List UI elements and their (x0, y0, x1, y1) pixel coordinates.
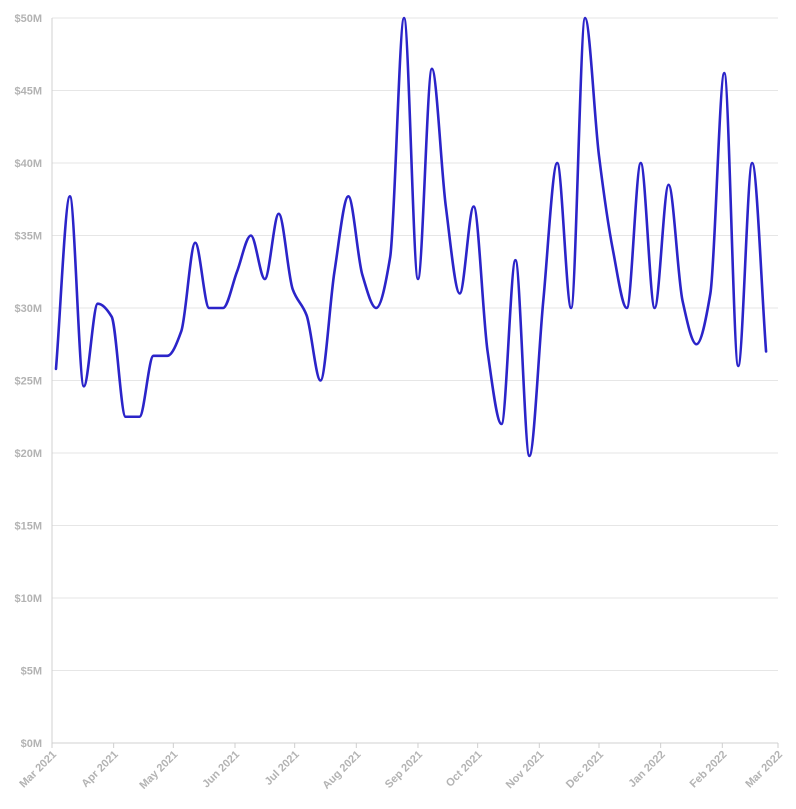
x-tick-label: Jun 2021 (200, 749, 242, 791)
data-point (67, 193, 73, 199)
data-point (596, 153, 602, 159)
data-point (568, 305, 574, 311)
data-point (499, 421, 505, 427)
data-point (150, 353, 156, 359)
data-point (624, 305, 630, 311)
grid-lines (52, 17, 778, 744)
x-tick-label: Aug 2021 (320, 749, 363, 792)
y-tick-label: $45M (14, 86, 42, 98)
data-point (387, 254, 393, 260)
data-point (401, 15, 407, 21)
y-tick-label: $5M (21, 666, 42, 678)
data-point (707, 291, 713, 297)
data-point (178, 328, 184, 334)
y-axis-tick-labels: $0M $5M $10M $15M $20M $25M $30M $35M $40M $45M $5… (14, 13, 42, 750)
data-point (554, 160, 560, 166)
data-point (415, 276, 421, 282)
data-point (693, 341, 699, 347)
y-tick-label: $10M (14, 593, 42, 605)
x-axis-tick-labels: Mar 2021 Apr 2021 May 2021 Jun 2021 Jul 2021… (17, 749, 785, 792)
x-tick-label: Apr 2021 (79, 749, 120, 790)
data-point (540, 298, 546, 304)
x-tick-label: Sep 2021 (383, 749, 425, 791)
data-point (164, 353, 170, 359)
x-tick-label: Jul 2021 (263, 749, 302, 788)
axes (51, 18, 779, 748)
data-point (652, 305, 658, 311)
y-tick-label: $25M (14, 376, 42, 388)
x-tick-label: Dec 2021 (564, 749, 606, 791)
y-tick-label: $40M (14, 158, 42, 170)
data-point (429, 66, 435, 72)
data-point (304, 312, 310, 318)
data-point (234, 269, 240, 275)
data-point (512, 257, 518, 263)
data-point (721, 70, 727, 76)
data-point (373, 305, 379, 311)
data-point (276, 211, 282, 217)
data-point (53, 366, 59, 372)
data-point (443, 204, 449, 210)
data-point (345, 193, 351, 199)
x-tick-label: May 2021 (137, 749, 180, 792)
data-point (318, 378, 324, 384)
data-point (248, 233, 254, 239)
x-tick-label: Mar 2021 (17, 749, 59, 791)
data-point (262, 276, 268, 282)
data-point (582, 15, 588, 21)
data-point (331, 269, 337, 275)
x-tick-label: Jan 2022 (626, 749, 667, 790)
data-point (359, 272, 365, 278)
x-tick-label: Nov 2021 (504, 749, 547, 792)
data-point (123, 414, 129, 420)
data-point (763, 349, 769, 355)
series-layer (54, 16, 768, 458)
data-point (610, 247, 616, 253)
y-tick-label: $15M (14, 521, 42, 533)
data-point (471, 204, 477, 210)
data-point (749, 160, 755, 166)
data-point (666, 182, 672, 188)
x-tick-label: Feb 2022 (688, 749, 730, 791)
x-tick-label: Mar 2022 (743, 749, 785, 791)
data-point (109, 314, 115, 320)
data-point (638, 160, 644, 166)
series-line (54, 16, 768, 458)
data-point (485, 349, 491, 355)
y-tick-label: $50M (14, 13, 42, 25)
data-point (81, 383, 87, 389)
y-tick-label: $20M (14, 448, 42, 460)
data-point (206, 305, 212, 311)
data-point (457, 291, 463, 297)
data-point (290, 286, 296, 292)
data-point (95, 301, 101, 307)
y-tick-label: $30M (14, 303, 42, 315)
data-point (526, 453, 532, 459)
data-point (735, 363, 741, 369)
data-point (220, 305, 226, 311)
data-point (137, 414, 143, 420)
data-point (680, 298, 686, 304)
y-tick-label: $35M (14, 231, 42, 243)
x-tick-label: Oct 2021 (444, 749, 485, 790)
y-tick-label: $0M (21, 738, 42, 750)
data-point (192, 240, 198, 246)
